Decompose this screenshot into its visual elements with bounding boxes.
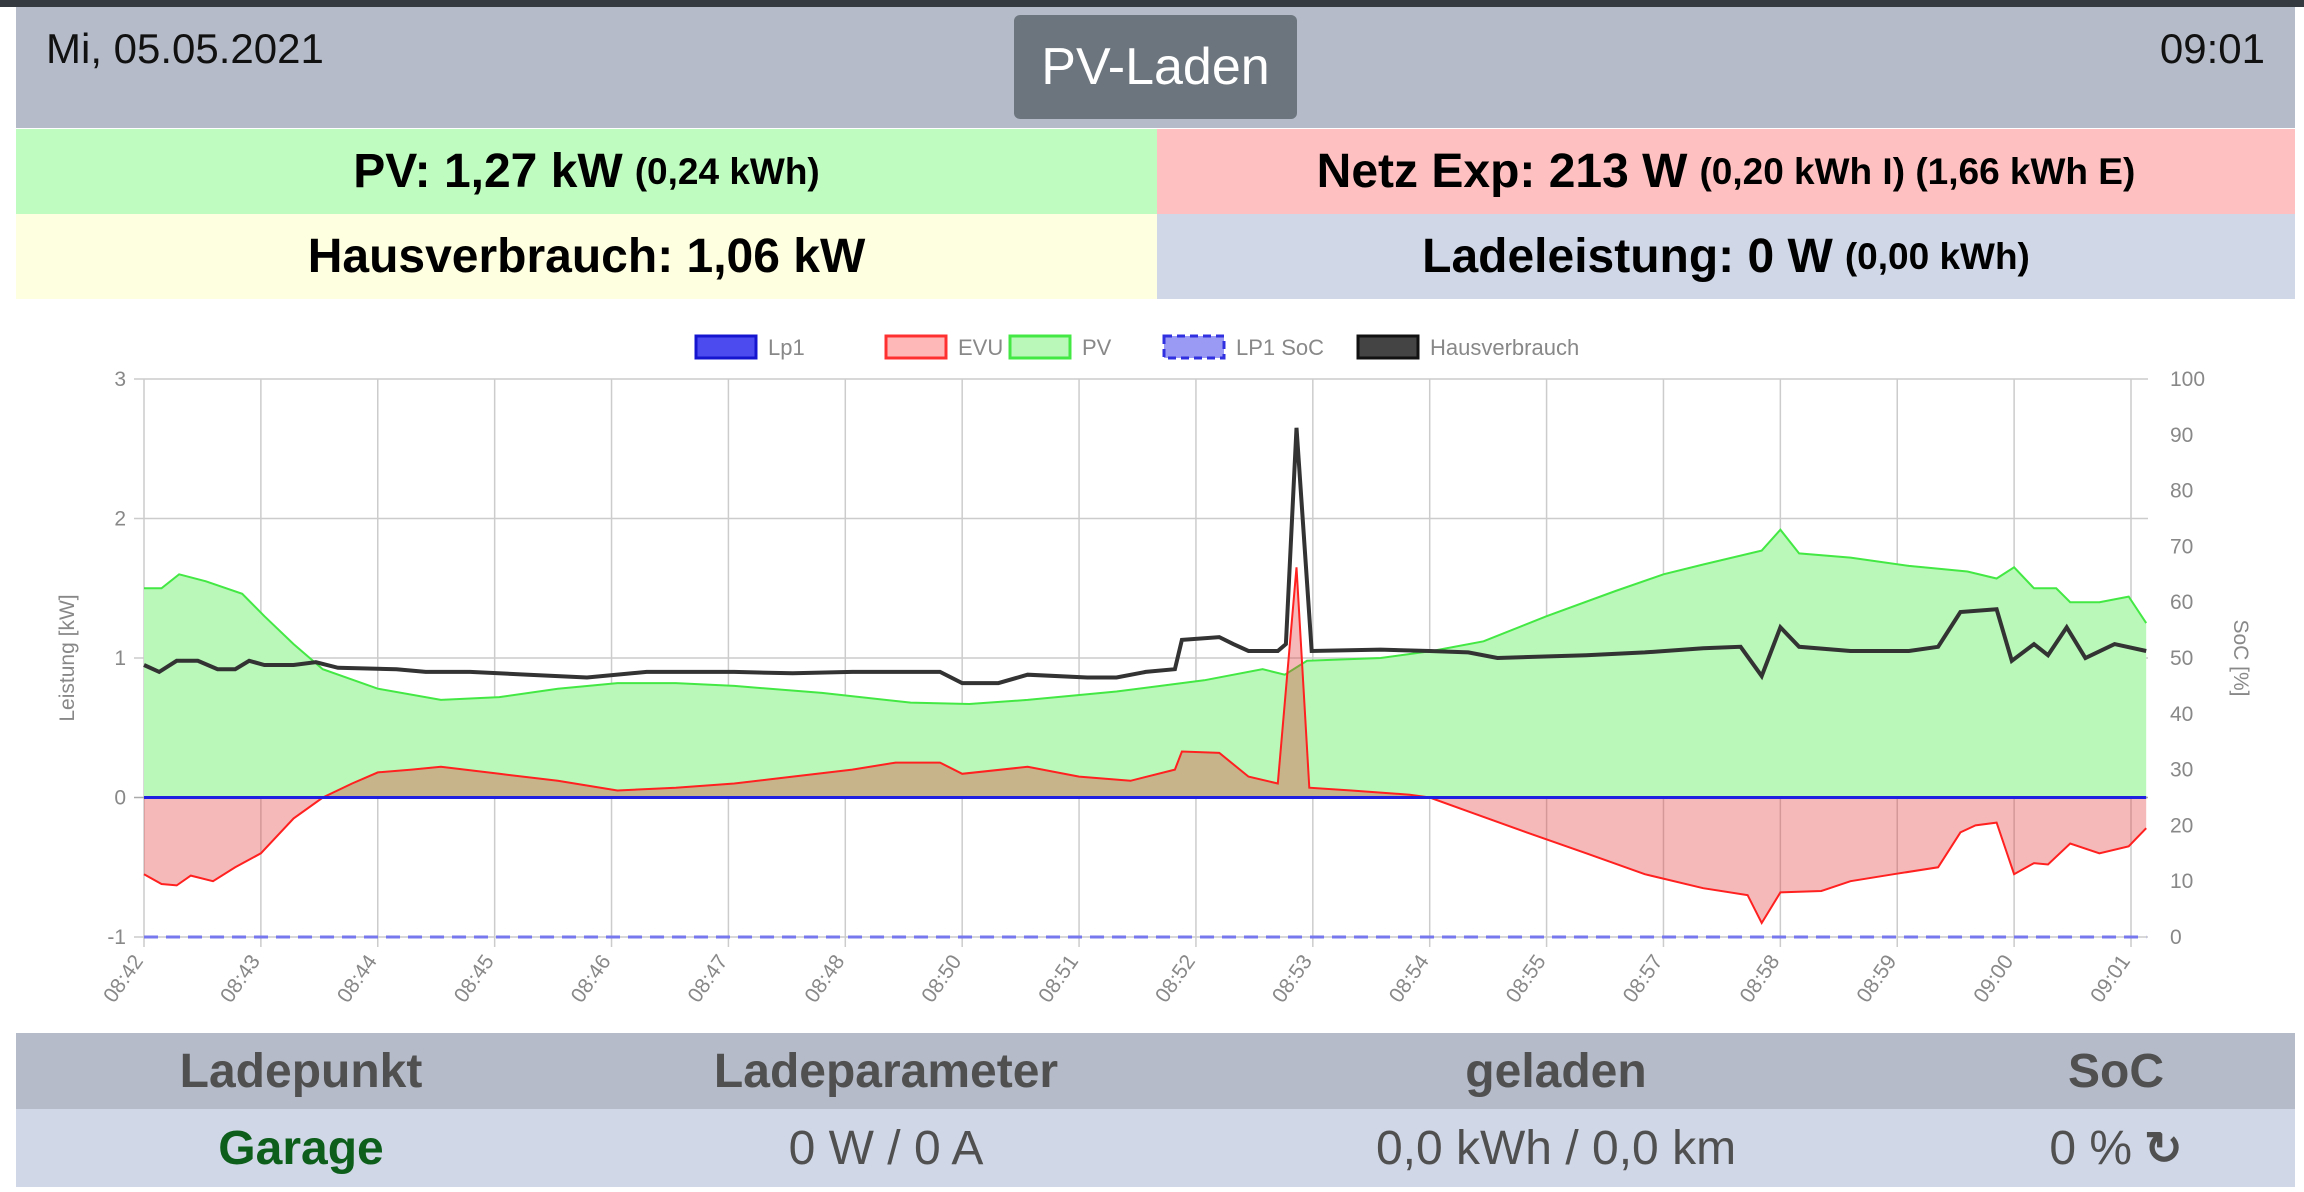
x-tick-label: 08:50 bbox=[917, 951, 966, 1007]
x-tick-label: 09:00 bbox=[1969, 951, 2018, 1007]
chargepoint-table-header: Ladepunkt Ladeparameter geladen SoC bbox=[16, 1033, 2295, 1109]
y-axis-label: Leistung [kW] bbox=[56, 594, 79, 721]
x-tick-label: 08:48 bbox=[800, 951, 849, 1007]
pv-energy: (0,24 kWh) bbox=[634, 150, 820, 192]
legend-swatch bbox=[884, 334, 948, 360]
header: Mi, 05.05.2021 PV-Laden 09:01 bbox=[16, 7, 2295, 128]
y2-tick-label: 90 bbox=[2170, 424, 2193, 447]
x-tick-label: 08:57 bbox=[1619, 951, 1668, 1007]
grid-status: Netz Exp: 213 W (0,20 kWh I) (1,66 kWh E) bbox=[1157, 129, 2295, 214]
house-status: Hausverbrauch: 1,06 kW bbox=[16, 214, 1157, 299]
top-bar bbox=[0, 0, 2304, 7]
y2-tick-label: 30 bbox=[2170, 759, 2193, 782]
x-tick-label: 08:45 bbox=[450, 951, 499, 1007]
grid-energy: (0,20 kWh I) (1,66 kWh E) bbox=[1699, 150, 2136, 192]
chargepoint-name[interactable]: Garage bbox=[218, 1121, 384, 1175]
date: Mi, 05.05.2021 bbox=[46, 25, 324, 72]
x-tick-label: 08:43 bbox=[216, 951, 265, 1007]
y2-tick-label: 70 bbox=[2170, 535, 2193, 558]
house-line bbox=[143, 427, 2147, 686]
legend-swatch bbox=[1162, 334, 1226, 360]
header-geladen: geladen bbox=[1465, 1044, 1647, 1098]
soc-cell: 0 % ↻ bbox=[1916, 1109, 2304, 1187]
legend-label: PV bbox=[1082, 335, 1112, 360]
y2-tick-label: 100 bbox=[2170, 368, 2205, 391]
x-tick-label: 08:51 bbox=[1034, 951, 1083, 1007]
y2-tick-label: 80 bbox=[2170, 480, 2193, 503]
charge-mode-button[interactable]: PV-Laden bbox=[1014, 15, 1297, 119]
x-tick-label: 08:44 bbox=[333, 950, 382, 1007]
charged-amount: 0,0 kWh / 0,0 km bbox=[1375, 1121, 1737, 1175]
x-tick-label: 08:53 bbox=[1268, 951, 1317, 1007]
header-ladepunkt: Ladepunkt bbox=[179, 1044, 423, 1098]
evu-area bbox=[144, 567, 2147, 923]
x-tick-label: 08:59 bbox=[1852, 951, 1901, 1007]
y2-tick-label: 20 bbox=[2170, 814, 2193, 837]
y2-tick-label: 10 bbox=[2170, 870, 2193, 893]
grid-power: Netz Exp: 213 W bbox=[1316, 145, 1688, 198]
y-tick-label: -1 bbox=[107, 926, 126, 949]
chargepoint-row: Garage 0 W / 0 A 0,0 kWh / 0,0 km 0 % ↻ bbox=[16, 1109, 2295, 1187]
refresh-icon[interactable]: ↻ bbox=[2144, 1122, 2183, 1174]
charge-energy: (0,00 kWh) bbox=[1844, 235, 2030, 277]
legend-label: Hausverbrauch bbox=[1430, 335, 1579, 360]
charge-status: Ladeleistung: 0 W (0,00 kWh) bbox=[1157, 214, 2295, 299]
x-tick-label: 08:54 bbox=[1385, 950, 1434, 1007]
y2-axis-label: SoC [%] bbox=[2229, 619, 2252, 696]
house-power: Hausverbrauch: 1,06 kW bbox=[307, 230, 866, 283]
x-tick-label: 08:58 bbox=[1735, 951, 1784, 1007]
pv-area bbox=[144, 529, 2147, 798]
x-tick-label: 08:52 bbox=[1151, 951, 1200, 1007]
x-tick-label: 08:47 bbox=[684, 951, 733, 1007]
charge-parameters: 0 W / 0 A bbox=[788, 1121, 984, 1175]
y2-tick-label: 40 bbox=[2170, 703, 2193, 726]
y2-tick-label: 50 bbox=[2170, 647, 2193, 670]
y2-tick-label: 60 bbox=[2170, 591, 2193, 614]
charge-power: Ladeleistung: 0 W bbox=[1422, 230, 1833, 283]
x-tick-label: 09:01 bbox=[2086, 951, 2135, 1007]
y2-tick-label: 0 bbox=[2170, 926, 2182, 949]
legend-swatch bbox=[1356, 334, 1420, 360]
time: 09:01 bbox=[2159, 25, 2265, 72]
y-tick-label: 3 bbox=[114, 368, 126, 391]
header-ladeparameter: Ladeparameter bbox=[713, 1044, 1059, 1098]
y-tick-label: 1 bbox=[114, 647, 126, 670]
legend-swatch bbox=[1008, 334, 1072, 360]
evu-line bbox=[143, 567, 2147, 926]
soc-value: 0 % bbox=[2049, 1121, 2133, 1175]
y-tick-label: 0 bbox=[114, 787, 126, 810]
legend-swatch bbox=[694, 334, 758, 360]
y-tick-label: 2 bbox=[114, 508, 126, 531]
power-chart: 08:42 08:43 08:44 08:45 08:46 08:47 08:48 08:50… bbox=[56, 334, 2252, 1007]
pv-line bbox=[144, 528, 2148, 706]
x-tick-label: 08:46 bbox=[567, 951, 616, 1007]
x-tick-label: 08:42 bbox=[99, 951, 148, 1007]
legend-label: EVU bbox=[958, 335, 1003, 360]
header-soc: SoC bbox=[2068, 1044, 2164, 1098]
x-tick-label: 08:55 bbox=[1502, 951, 1551, 1007]
legend-label: Lp1 bbox=[768, 335, 805, 360]
pv-power: PV: 1,27 kW bbox=[353, 145, 623, 198]
pv-status: PV: 1,27 kW (0,24 kWh) bbox=[16, 129, 1157, 214]
legend-label: LP1 SoC bbox=[1236, 335, 1324, 360]
